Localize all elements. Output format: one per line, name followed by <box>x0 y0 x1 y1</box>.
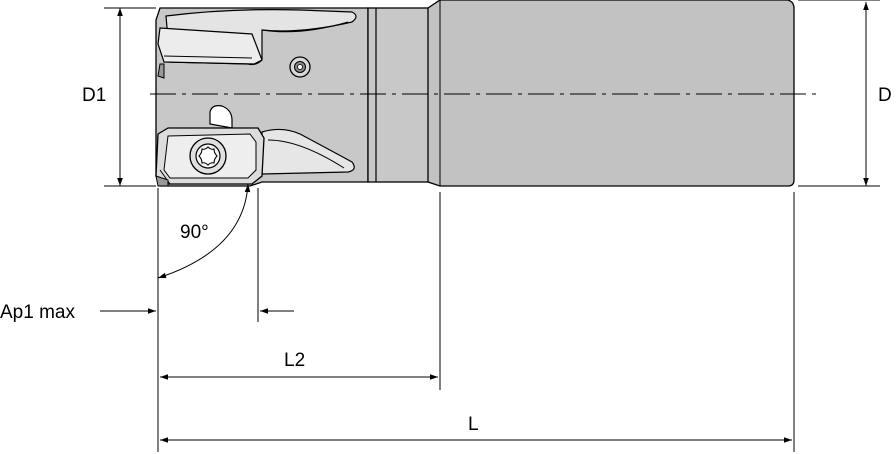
upper-insert-edge <box>163 55 253 59</box>
lower-chip-flute <box>261 128 355 175</box>
torx-socket-icon <box>198 146 218 166</box>
ap1-dimension: Ap1 max <box>0 302 294 323</box>
d1-dimension: D1 <box>82 7 156 187</box>
upper-flute-edge <box>261 21 349 33</box>
lower-insert <box>155 127 265 187</box>
coolant-hole <box>209 105 233 129</box>
l2-dimension: L2 <box>160 350 438 380</box>
shank <box>427 0 795 187</box>
d-dimension: D <box>798 0 892 187</box>
clamp-screw <box>289 56 311 78</box>
d1-label: D1 <box>82 85 106 106</box>
upper-insert <box>157 27 263 65</box>
upper-insert-tip <box>157 63 165 79</box>
angle-label: 90° <box>180 222 209 243</box>
cutter-head <box>155 7 433 187</box>
lower-flute-edge <box>267 139 345 169</box>
d-label: D <box>878 85 892 106</box>
l-dimension: L <box>160 414 792 443</box>
ap1-label: Ap1 max <box>0 302 75 323</box>
l2-label: L2 <box>284 350 305 371</box>
neck <box>367 7 433 183</box>
angle-dimension: 90° <box>157 183 251 279</box>
l-label: L <box>468 414 479 435</box>
